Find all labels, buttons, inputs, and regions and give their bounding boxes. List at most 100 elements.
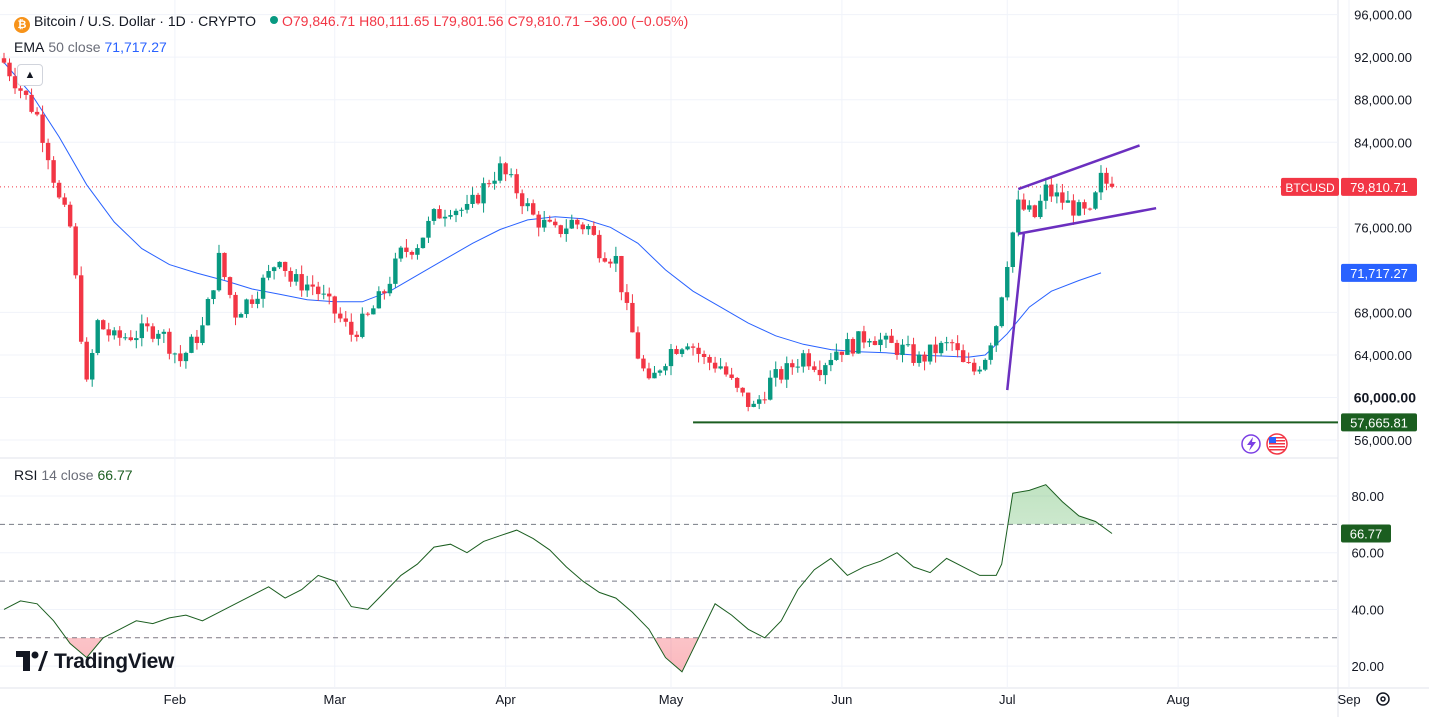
candle[interactable]: [988, 342, 993, 365]
candle[interactable]: [1038, 194, 1043, 219]
candle[interactable]: [387, 276, 393, 297]
tradingview-logo[interactable]: TradingView: [16, 650, 174, 674]
candle[interactable]: [415, 244, 420, 260]
us-flag-icon[interactable]: [1266, 433, 1288, 455]
candle[interactable]: [40, 105, 45, 153]
collapse-chevron-icon[interactable]: ▲: [17, 64, 43, 86]
candle[interactable]: [668, 343, 674, 376]
candle[interactable]: [1076, 199, 1082, 217]
candle[interactable]: [1016, 190, 1021, 237]
candle[interactable]: [409, 250, 415, 260]
candle[interactable]: [189, 334, 194, 354]
candle[interactable]: [183, 351, 189, 369]
candle[interactable]: [29, 88, 34, 114]
candle[interactable]: [850, 337, 856, 357]
candle[interactable]: [150, 323, 156, 343]
candle[interactable]: [542, 210, 547, 232]
candle[interactable]: [619, 255, 624, 301]
candle[interactable]: [922, 351, 927, 371]
candle[interactable]: [178, 345, 183, 367]
candle[interactable]: [145, 317, 150, 332]
candle[interactable]: [597, 230, 602, 263]
candle[interactable]: [806, 348, 812, 370]
candle[interactable]: [508, 168, 514, 178]
candle[interactable]: [34, 107, 40, 117]
candle[interactable]: [62, 193, 67, 207]
candle[interactable]: [404, 239, 409, 258]
candle[interactable]: [712, 356, 718, 373]
candle[interactable]: [900, 339, 905, 363]
candle[interactable]: [569, 214, 574, 230]
candle[interactable]: [762, 391, 767, 404]
candle[interactable]: [277, 261, 282, 270]
candle[interactable]: [960, 344, 966, 363]
candle[interactable]: [558, 224, 563, 238]
candle[interactable]: [332, 295, 337, 323]
candle[interactable]: [343, 310, 348, 327]
candle[interactable]: [663, 363, 668, 376]
candle[interactable]: [519, 189, 525, 215]
candle[interactable]: [497, 156, 503, 184]
candle[interactable]: [878, 332, 883, 352]
candle[interactable]: [955, 335, 960, 358]
candle[interactable]: [1104, 167, 1109, 191]
candle[interactable]: [293, 269, 299, 286]
candle[interactable]: [801, 349, 806, 373]
candle[interactable]: [233, 292, 238, 326]
candle[interactable]: [349, 313, 354, 342]
candle[interactable]: [530, 199, 536, 216]
candle[interactable]: [734, 376, 740, 393]
candle[interactable]: [1021, 193, 1026, 211]
candle[interactable]: [773, 361, 778, 387]
candle[interactable]: [652, 365, 657, 379]
candle[interactable]: [1054, 183, 1060, 204]
candle[interactable]: [376, 286, 382, 309]
candle[interactable]: [867, 338, 872, 348]
candle[interactable]: [134, 330, 139, 349]
candle[interactable]: [73, 223, 78, 279]
candle[interactable]: [1071, 194, 1076, 225]
candle[interactable]: [674, 345, 679, 355]
candle[interactable]: [536, 210, 541, 237]
candle[interactable]: [723, 362, 729, 377]
candle[interactable]: [282, 261, 288, 277]
candle[interactable]: [67, 201, 73, 228]
candle[interactable]: [1082, 199, 1087, 215]
candle[interactable]: [453, 208, 459, 223]
candle[interactable]: [812, 361, 817, 373]
candle[interactable]: [1027, 200, 1032, 212]
candle[interactable]: [641, 355, 646, 372]
candle[interactable]: [12, 67, 18, 94]
candle[interactable]: [690, 343, 696, 356]
candle[interactable]: [459, 207, 464, 217]
candle[interactable]: [911, 337, 916, 366]
candle[interactable]: [586, 223, 591, 235]
candle[interactable]: [696, 342, 701, 363]
candle[interactable]: [437, 205, 442, 219]
candle[interactable]: [580, 222, 586, 235]
lightning-icon[interactable]: [1241, 434, 1261, 454]
candle[interactable]: [327, 287, 332, 305]
channel-lower-line[interactable]: [1018, 206, 1157, 235]
candle[interactable]: [227, 276, 233, 299]
candle[interactable]: [1043, 177, 1049, 210]
candle[interactable]: [547, 215, 552, 223]
candle[interactable]: [1087, 207, 1093, 211]
candle[interactable]: [260, 274, 266, 308]
candle[interactable]: [795, 358, 800, 373]
candle[interactable]: [525, 198, 530, 212]
candle[interactable]: [872, 336, 878, 346]
candle[interactable]: [685, 343, 690, 351]
symbol-title[interactable]: Bitcoin / U.S. Dollar · 1D · CRYPTO: [34, 13, 256, 29]
candle[interactable]: [249, 294, 255, 308]
candle[interactable]: [321, 284, 326, 300]
candle[interactable]: [84, 337, 89, 382]
candle[interactable]: [310, 275, 315, 296]
candle[interactable]: [7, 58, 12, 82]
candle[interactable]: [564, 219, 569, 242]
candle[interactable]: [360, 307, 365, 339]
candle[interactable]: [983, 358, 988, 372]
candle[interactable]: [834, 343, 839, 361]
candle[interactable]: [365, 312, 371, 317]
candle[interactable]: [106, 322, 111, 342]
